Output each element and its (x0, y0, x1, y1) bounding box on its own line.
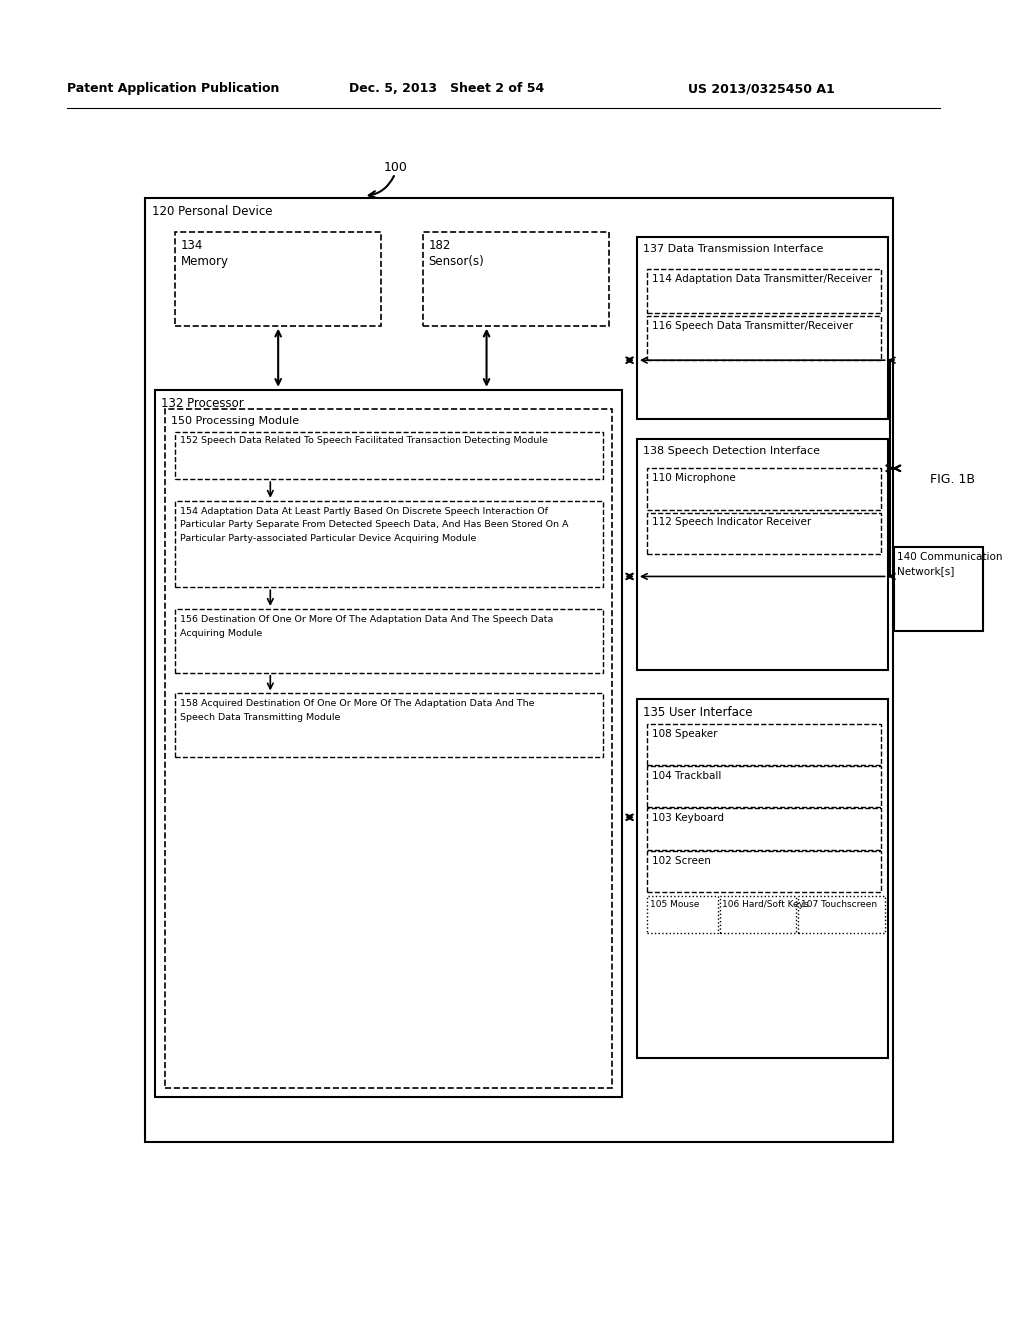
Text: 137 Data Transmission Interface: 137 Data Transmission Interface (643, 244, 823, 255)
Text: 104 Trackball: 104 Trackball (651, 771, 721, 781)
Text: Patent Application Publication: Patent Application Publication (67, 82, 280, 95)
Text: 154 Adaptation Data At Least Partly Based On Discrete Speech Interaction Of: 154 Adaptation Data At Least Partly Base… (180, 507, 548, 516)
Text: 140 Communication: 140 Communication (897, 552, 1002, 562)
Text: 102 Screen: 102 Screen (651, 855, 711, 866)
Text: 107 Touchscreen: 107 Touchscreen (801, 900, 878, 909)
Text: 106 Hard/Soft Keys: 106 Hard/Soft Keys (723, 900, 809, 909)
Text: 132 Processor: 132 Processor (161, 396, 244, 409)
Text: Particular Party Separate From Detected Speech Data, And Has Been Stored On A: Particular Party Separate From Detected … (180, 520, 568, 529)
Text: Acquiring Module: Acquiring Module (180, 628, 262, 638)
Text: Particular Party-associated Particular Device Acquiring Module: Particular Party-associated Particular D… (180, 535, 476, 544)
Text: Speech Data Transmitting Module: Speech Data Transmitting Module (180, 713, 340, 722)
Text: 150 Processing Module: 150 Processing Module (171, 416, 299, 426)
Text: 135 User Interface: 135 User Interface (643, 706, 753, 719)
Text: 152 Speech Data Related To Speech Facilitated Transaction Detecting Module: 152 Speech Data Related To Speech Facili… (180, 436, 548, 445)
Text: 100: 100 (383, 161, 408, 174)
Text: 112 Speech Indicator Receiver: 112 Speech Indicator Receiver (651, 517, 811, 528)
Text: 138 Speech Detection Interface: 138 Speech Detection Interface (643, 446, 820, 455)
Text: 114 Adaptation Data Transmitter/Receiver: 114 Adaptation Data Transmitter/Receiver (651, 273, 871, 284)
Text: 103 Keyboard: 103 Keyboard (651, 813, 724, 824)
Text: Dec. 5, 2013   Sheet 2 of 54: Dec. 5, 2013 Sheet 2 of 54 (349, 82, 544, 95)
Text: FIG. 1B: FIG. 1B (930, 474, 975, 486)
Text: Network[s]: Network[s] (897, 566, 954, 576)
Text: Sensor(s): Sensor(s) (429, 255, 484, 268)
Text: 158 Acquired Destination Of One Or More Of The Adaptation Data And The: 158 Acquired Destination Of One Or More … (180, 700, 535, 709)
Text: US 2013/0325450 A1: US 2013/0325450 A1 (688, 82, 835, 95)
Text: 108 Speaker: 108 Speaker (651, 729, 717, 739)
Text: 182: 182 (429, 239, 451, 252)
Text: Memory: Memory (181, 255, 228, 268)
Text: 110 Microphone: 110 Microphone (651, 474, 735, 483)
Text: 116 Speech Data Transmitter/Receiver: 116 Speech Data Transmitter/Receiver (651, 321, 853, 331)
Text: 120 Personal Device: 120 Personal Device (153, 205, 272, 218)
Text: 105 Mouse: 105 Mouse (649, 900, 699, 909)
Text: 156 Destination Of One Or More Of The Adaptation Data And The Speech Data: 156 Destination Of One Or More Of The Ad… (180, 615, 553, 624)
Text: 134: 134 (181, 239, 203, 252)
